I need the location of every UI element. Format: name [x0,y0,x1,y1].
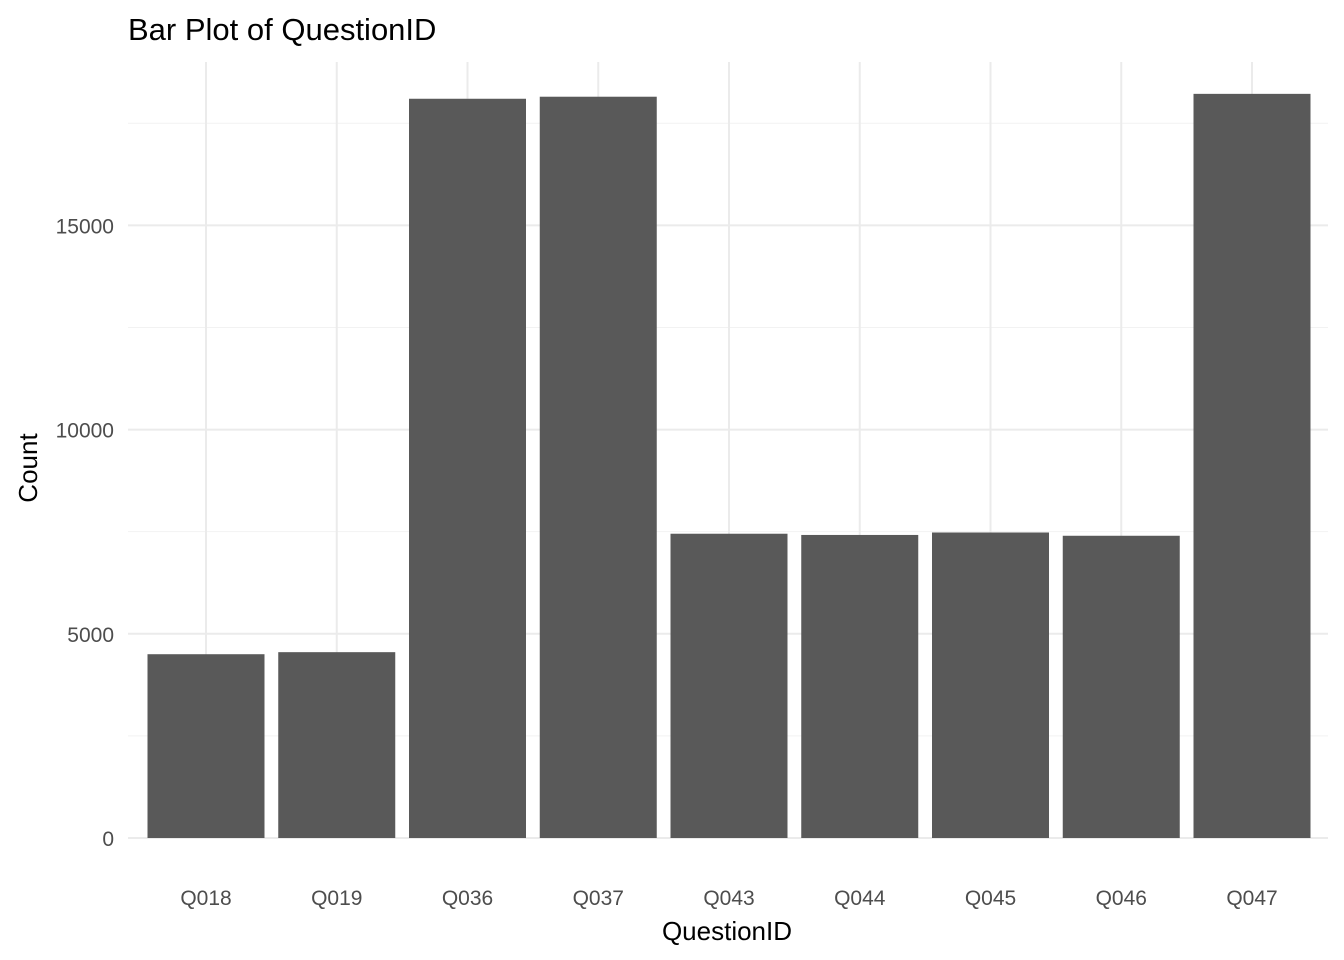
x-tick-label: Q036 [442,887,493,910]
bar-q045 [932,532,1049,838]
y-tick-label: 0 [102,828,114,851]
bar-q018 [147,654,265,838]
x-tick-label: Q046 [1096,887,1147,910]
x-axis-ticks: Q018 Q019 Q036 Q037 Q043 Q044 Q045 Q046 Q047 [180,887,1277,910]
x-axis-title: QuestionID [662,916,792,946]
bar-q036 [409,98,526,839]
y-tick-label: 10000 [56,420,114,443]
x-tick-label: Q045 [965,887,1016,910]
y-axis-title: Count [13,433,43,503]
bar-q044 [801,534,919,838]
x-tick-label: Q018 [180,887,231,910]
bar-q046 [1062,535,1180,838]
x-tick-label: Q043 [703,887,754,910]
bar-q043 [670,533,788,838]
bar-q019 [278,652,396,838]
chart-title: Bar Plot of QuestionID [128,12,436,47]
bars [147,93,1311,839]
y-tick-label: 15000 [56,215,114,238]
x-tick-label: Q037 [573,887,624,910]
bar-q037 [539,96,657,838]
x-tick-label: Q019 [311,887,362,910]
x-tick-label: Q047 [1226,887,1277,910]
x-tick-label: Q044 [834,887,886,910]
bar-q047 [1193,93,1311,839]
y-axis-ticks: 0 5000 10000 15000 [56,215,114,851]
y-tick-label: 5000 [67,624,114,647]
